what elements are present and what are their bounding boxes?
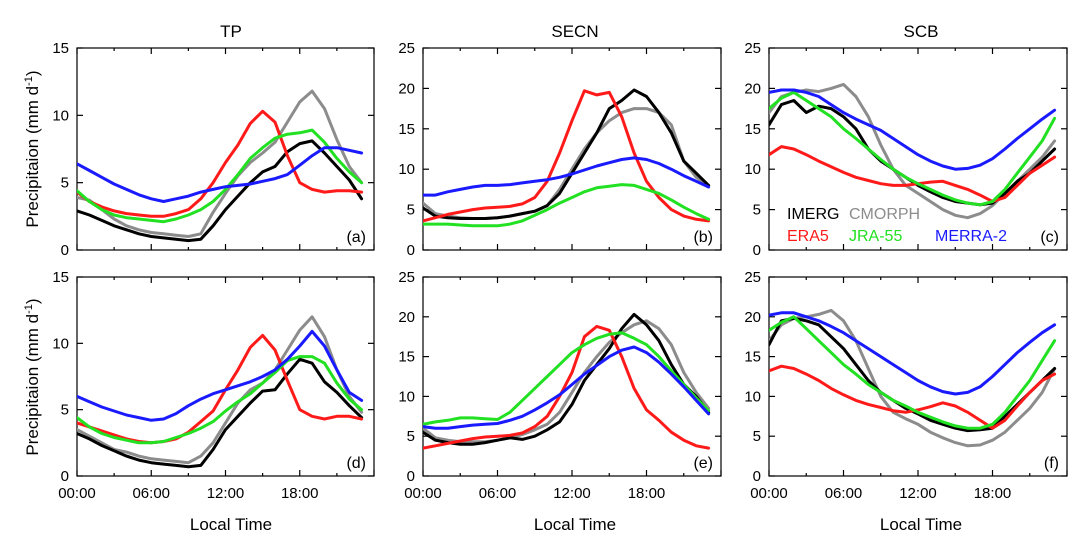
panel-title-b: SECN	[551, 22, 598, 41]
series-line-jra55	[77, 128, 364, 224]
x-tick-label: 00:00	[404, 485, 442, 502]
y-tick-label: 0	[61, 468, 69, 485]
legend-label-jra55: JRA-55	[849, 228, 902, 245]
x-tick-label: 12:00	[553, 485, 591, 502]
series-line-cmorph	[77, 315, 364, 465]
series-line-jra55	[769, 315, 1057, 430]
panel-a: 0 5 10 15 (a)	[52, 40, 375, 259]
y-tick-label: 25	[398, 269, 415, 286]
x-tick-label: 18:00	[281, 485, 319, 502]
panel-tag-b: (b)	[693, 229, 713, 246]
series-line-imerg	[77, 139, 364, 243]
y-tick-label: 10	[398, 388, 415, 405]
y-tick-label: 0	[753, 468, 761, 485]
x-tick-label: 06:00	[132, 485, 170, 502]
x-tick-label: 18:00	[974, 485, 1012, 502]
series-line-jra55	[423, 183, 711, 228]
panel-tag-e: (e)	[693, 455, 713, 472]
series-line-imerg	[423, 88, 711, 220]
legend-label-imerg: IMERG	[787, 206, 839, 223]
series-line-jra55	[423, 331, 711, 426]
legend-label-era5: ERA5	[787, 228, 829, 245]
y-tick-label: 15	[52, 40, 69, 57]
panel-title-a: TP	[220, 22, 242, 41]
series-line-era5	[769, 145, 1057, 203]
y-tick-label: 15	[744, 349, 761, 366]
x-axis-title-d: Local Time	[190, 515, 272, 534]
series-line-merra2	[769, 311, 1057, 396]
panel-f: 0 5 10 15 20 25 00:00 06:00 12:00 18:00 (f)	[744, 269, 1068, 502]
series-line-era5	[77, 109, 364, 218]
legend-label-cmorph: CMORPH	[849, 206, 920, 223]
series-line-merra2	[423, 156, 711, 197]
legend-label-merra2: MERRA-2	[935, 228, 1007, 245]
series-line-imerg	[77, 357, 364, 469]
y-tick-label: 20	[744, 309, 761, 326]
x-tick-label: 12:00	[207, 485, 245, 502]
y-tick-label: 25	[744, 40, 761, 57]
panel-e: 0 5 10 15 20 25 00:00 06:00 12:00 18:00 (e)	[398, 269, 722, 502]
y-tick-label: 0	[61, 242, 69, 259]
series-line-cmorph	[77, 89, 364, 238]
panel-tag-c: (c)	[1040, 229, 1059, 246]
series-line-merra2	[77, 146, 364, 203]
y-tick-label: 10	[52, 335, 69, 352]
series-line-jra55	[769, 90, 1057, 207]
legend: IMERG CMORPH ERA5 JRA-55 MERRA-2	[787, 206, 1007, 245]
series-line-era5	[423, 324, 711, 450]
panel-tag-a: (a)	[346, 229, 366, 246]
y-tick-label: 10	[52, 107, 69, 124]
series-line-imerg	[423, 312, 711, 446]
y-tick-label: 20	[398, 80, 415, 97]
series-line-merra2	[423, 345, 711, 430]
panel-c: 0 5 10 15 20 25 (c)	[744, 40, 1068, 259]
series-line-era5	[423, 89, 711, 223]
panel-tag-d: (d)	[346, 455, 366, 472]
y-axis-title-top: Precipitaion (mm d-1)	[23, 70, 42, 227]
y-tick-label: 0	[407, 468, 415, 485]
y-tick-label: 10	[744, 388, 761, 405]
x-tick-label: 00:00	[58, 485, 96, 502]
x-tick-label: 06:00	[479, 485, 517, 502]
y-tick-label: 20	[744, 80, 761, 97]
y-tick-label: 5	[61, 175, 69, 192]
y-tick-label: 5	[61, 402, 69, 419]
y-tick-label: 5	[407, 202, 415, 219]
x-tick-label: 00:00	[750, 485, 788, 502]
y-tick-label: 5	[753, 428, 761, 445]
x-tick-label: 12:00	[899, 485, 937, 502]
panel-title-c: SCB	[904, 22, 939, 41]
y-tick-label: 15	[52, 269, 69, 286]
y-tick-label: 0	[407, 242, 415, 259]
panel-tag-f: (f)	[1044, 455, 1059, 472]
y-tick-label: 15	[398, 349, 415, 366]
y-tick-label: 20	[398, 309, 415, 326]
series-line-merra2	[769, 88, 1057, 171]
panel-b: 0 5 10 15 20 25 (b)	[398, 40, 722, 259]
panel-d: 0 5 10 15 00:00 06:00 12:00 18:00 (d)	[52, 269, 375, 502]
series-line-merra2	[77, 329, 364, 422]
x-axis-title-e: Local Time	[534, 515, 616, 534]
x-tick-label: 06:00	[825, 485, 863, 502]
y-tick-label: 10	[398, 161, 415, 178]
x-axis-title-f: Local Time	[880, 515, 962, 534]
x-tick-label: 18:00	[628, 485, 666, 502]
y-tick-label: 25	[398, 40, 415, 57]
y-tick-label: 15	[398, 121, 415, 138]
series-line-cmorph	[423, 319, 711, 444]
y-tick-label: 0	[753, 242, 761, 259]
y-tick-label: 25	[744, 269, 761, 286]
series-line-cmorph	[769, 308, 1057, 448]
y-axis-title-bottom: Precipitaion (mm d-1)	[23, 298, 42, 455]
series-line-era5	[769, 364, 1057, 430]
y-tick-label: 15	[744, 121, 761, 138]
plot-frame	[76, 276, 375, 477]
y-tick-label: 5	[753, 202, 761, 219]
series-line-jra55	[77, 355, 364, 445]
series-line-era5	[77, 333, 364, 445]
y-tick-label: 5	[407, 428, 415, 445]
y-tick-label: 10	[744, 161, 761, 178]
